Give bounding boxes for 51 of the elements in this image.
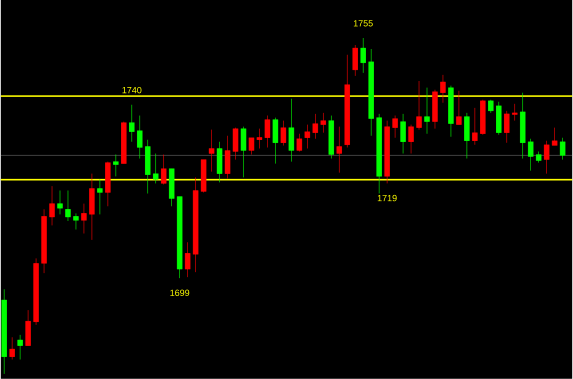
candlestick — [137, 115, 143, 159]
candlestick — [488, 100, 494, 114]
candlestick — [544, 140, 550, 174]
candlestick — [184, 242, 190, 278]
candlestick — [49, 186, 55, 226]
candlestick — [296, 133, 302, 152]
candlestick — [152, 153, 158, 184]
candlestick — [73, 213, 79, 230]
candlestick — [416, 80, 422, 130]
candlestick — [392, 115, 398, 138]
candlestick — [552, 127, 558, 146]
candlestick — [360, 38, 366, 74]
candlestick — [248, 137, 254, 155]
candlestick — [240, 126, 246, 178]
candlestick — [160, 154, 166, 185]
candlestick — [456, 90, 462, 125]
candlestick — [65, 190, 71, 222]
candlestick — [208, 129, 214, 172]
candlestick — [504, 110, 510, 144]
candlestick — [536, 151, 542, 163]
candlestick — [560, 137, 566, 160]
annotation: 1699 — [170, 290, 190, 296]
candlestick — [424, 87, 430, 134]
candlestick — [352, 44, 358, 76]
candlestick — [264, 115, 270, 148]
candlestick — [9, 337, 15, 360]
candlestick — [224, 135, 230, 179]
candlestick — [312, 114, 318, 140]
candlestick — [97, 179, 103, 215]
candlestick — [320, 112, 326, 134]
candlestick — [512, 104, 518, 121]
candlestick — [280, 120, 286, 146]
candlestick — [17, 334, 23, 360]
annotation: 1740 — [122, 86, 142, 94]
candlestick — [440, 74, 446, 104]
candlestick — [272, 117, 278, 164]
candlestick — [400, 114, 406, 154]
candlestick — [232, 127, 238, 160]
candlestick — [81, 203, 87, 234]
candlestick — [256, 128, 262, 149]
candlestick — [472, 108, 478, 146]
candlestick — [528, 138, 534, 171]
candlestick — [129, 104, 135, 142]
candlestick — [113, 154, 119, 177]
candlestick — [408, 124, 414, 154]
annotation: 1755 — [354, 20, 373, 26]
candlestick — [336, 126, 342, 173]
candlestick — [57, 190, 63, 215]
candlestick — [304, 124, 310, 149]
candlestick — [288, 98, 294, 162]
annotation: 1719 — [378, 194, 397, 202]
